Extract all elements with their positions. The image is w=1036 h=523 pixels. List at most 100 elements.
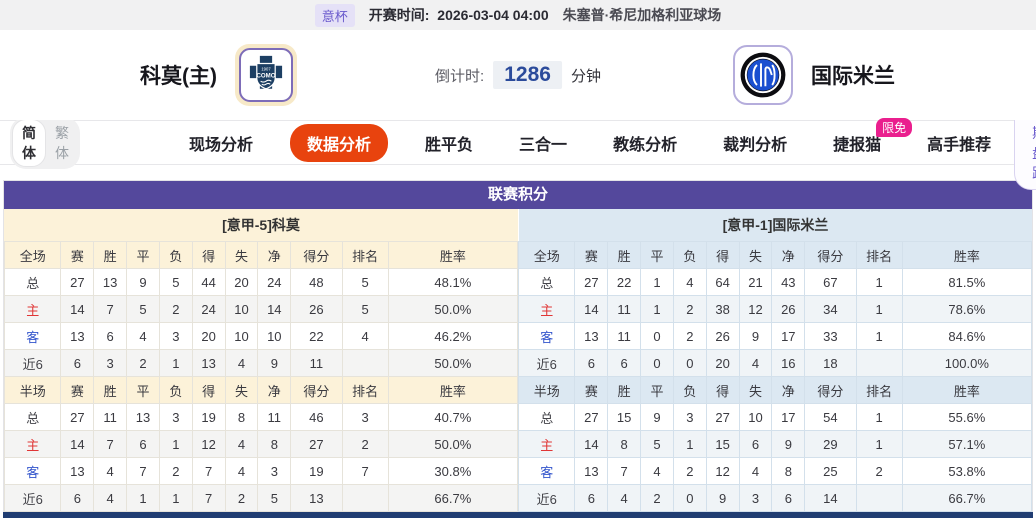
tab-data-analysis[interactable]: 数据分析 (290, 123, 389, 162)
stat-cell: 24 (191, 295, 226, 323)
home-team-stats-table: [意甲-5]科莫 全场赛胜平负得失净得分 排名 胜率总 27 13 9 5 44 20 24 48 5… (3, 209, 519, 512)
league-badge: 意杯 (314, 3, 355, 27)
stat-cell: 46 (290, 403, 343, 431)
stat-cell: 10 (224, 322, 259, 350)
stat-cell: 100.0% (901, 349, 1033, 377)
stat-cell: 64 (705, 268, 740, 296)
home-team-logo: 1907 COMO (235, 44, 297, 106)
column-header: 胜 (93, 241, 128, 269)
tab-live-analysis[interactable]: 现场分析 (189, 136, 254, 154)
stat-cell: 13 (191, 349, 226, 377)
stat-cell: 14 (574, 430, 609, 458)
row-label: 近6 (3, 484, 62, 512)
column-header: 胜率 (387, 241, 519, 269)
stat-cell: 4 (126, 322, 160, 350)
stat-cell: 6 (738, 430, 773, 458)
column-header: 得分 (804, 376, 857, 404)
tab-coach-analysis[interactable]: 教练分析 (613, 136, 678, 154)
row-label: 客 (517, 322, 576, 350)
column-header: 负 (672, 241, 707, 269)
stat-cell: 19 (290, 457, 343, 485)
tab-expert-picks[interactable]: 高手推荐 (927, 136, 992, 154)
stat-cell: 17 (771, 403, 806, 431)
column-header: 平 (126, 241, 160, 269)
stat-cell: 57.1% (901, 430, 1033, 458)
column-header: 全场 (3, 241, 62, 269)
stat-cell: 12 (738, 295, 773, 323)
stat-row: 近6 6 4 1 1 7 2 5 13 66.7% (3, 484, 519, 512)
top-info-bar: 意杯 开赛时间: 2026-03-04 04:00 朱塞普·希尼加格利亚球场 (0, 0, 1036, 30)
row-label: 主 (3, 430, 62, 458)
section-header-row: 半场赛胜平负得失净得分 排名 胜率 (3, 376, 519, 404)
column-header: 排名 (855, 376, 903, 404)
stat-cell: 20 (191, 322, 226, 350)
como-wordmark-text: COMO (256, 72, 275, 79)
stat-cell: 15 (607, 403, 642, 431)
column-header: 赛 (60, 241, 95, 269)
stat-cell: 26 (705, 322, 740, 350)
kickoff-datetime: 2026-03-04 04:00 (437, 7, 549, 23)
stat-row: 主 14 8 5 1 15 6 9 29 1 57.1% (517, 430, 1033, 458)
language-toggle: 简体 繁体 (10, 116, 80, 169)
stat-cell: 8 (224, 403, 259, 431)
tab-three-in-one[interactable]: 三合一 (519, 136, 568, 154)
stat-cell: 27 (705, 403, 740, 431)
row-label: 近6 (3, 349, 62, 377)
stat-cell: 2 (855, 457, 903, 485)
stat-cell: 25 (804, 457, 857, 485)
column-header: 胜率 (901, 241, 1033, 269)
stat-cell: 6 (574, 349, 609, 377)
stat-cell: 1 (855, 430, 903, 458)
stat-cell: 84.6% (901, 322, 1033, 350)
countdown: 倒计时: 1286 分钟 (435, 61, 601, 89)
stat-cell: 12 (705, 457, 740, 485)
stat-cell: 4 (93, 484, 128, 512)
stat-cell: 53.8% (901, 457, 1033, 485)
stat-cell: 66.7% (901, 484, 1033, 512)
countdown-unit: 分钟 (570, 67, 601, 85)
stat-cell: 67 (804, 268, 857, 296)
lang-traditional-toggle[interactable]: 繁体 (55, 124, 69, 161)
row-label: 总 (517, 403, 576, 431)
stat-cell: 11 (607, 295, 642, 323)
column-header: 胜 (607, 241, 642, 269)
column-header: 全场 (517, 241, 576, 269)
tab-jiebao-cat[interactable]: 捷报猫 限免 (833, 117, 913, 155)
stat-cell: 2 (672, 457, 707, 485)
row-label: 主 (517, 430, 576, 458)
stat-cell: 12 (191, 430, 226, 458)
lang-simplified-toggle[interactable]: 简体 (12, 118, 46, 167)
column-header: 平 (126, 376, 160, 404)
column-header: 排名 (341, 376, 389, 404)
stat-cell: 3 (93, 349, 128, 377)
stat-cell: 9 (738, 322, 773, 350)
column-header: 排名 (855, 241, 903, 269)
stat-cell: 13 (93, 268, 128, 296)
stat-row: 客 13 4 7 2 7 4 3 19 7 30.8% (3, 457, 519, 485)
column-header: 负 (158, 241, 193, 269)
match-header: 科莫(主) 1907 COMO 倒计时: 1286 分钟 (0, 30, 1036, 120)
stat-cell: 1 (855, 268, 903, 296)
row-label: 总 (517, 268, 576, 296)
column-header: 失 (224, 376, 259, 404)
stat-cell: 14 (60, 430, 95, 458)
stat-cell: 4 (341, 322, 389, 350)
row-label: 主 (517, 295, 576, 323)
stat-cell: 14 (804, 484, 857, 512)
venue-name: 朱塞普·希尼加格利亚球场 (562, 7, 722, 23)
tab-win-draw-lose[interactable]: 胜平负 (425, 136, 474, 154)
column-header: 得 (191, 376, 226, 404)
stat-row: 近6 6 4 2 0 9 3 6 14 66.7% (517, 484, 1033, 512)
stat-cell: 4 (672, 268, 707, 296)
row-label: 近6 (517, 349, 576, 377)
column-header: 净 (257, 241, 292, 269)
stat-cell: 3 (158, 322, 193, 350)
stat-cell: 8 (771, 457, 806, 485)
stat-row: 总 27 15 9 3 27 10 17 54 1 55.6% (517, 403, 1033, 431)
tab-referee-analysis[interactable]: 裁判分析 (723, 136, 788, 154)
stat-cell: 4 (93, 457, 128, 485)
tab-bar: 简体 繁体 现场分析 数据分析 胜平负 三合一 教练分析 裁判分析 捷报猫 限免… (0, 95, 1036, 190)
stat-cell: 7 (341, 457, 389, 485)
stat-cell: 5 (640, 430, 674, 458)
stat-cell: 2 (126, 349, 160, 377)
